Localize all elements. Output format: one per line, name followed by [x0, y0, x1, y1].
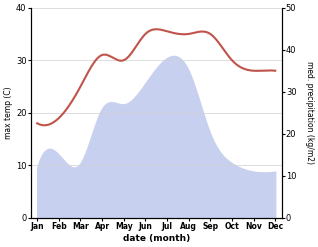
- Y-axis label: med. precipitation (kg/m2): med. precipitation (kg/m2): [305, 61, 314, 164]
- X-axis label: date (month): date (month): [123, 234, 190, 243]
- Y-axis label: max temp (C): max temp (C): [4, 86, 13, 139]
